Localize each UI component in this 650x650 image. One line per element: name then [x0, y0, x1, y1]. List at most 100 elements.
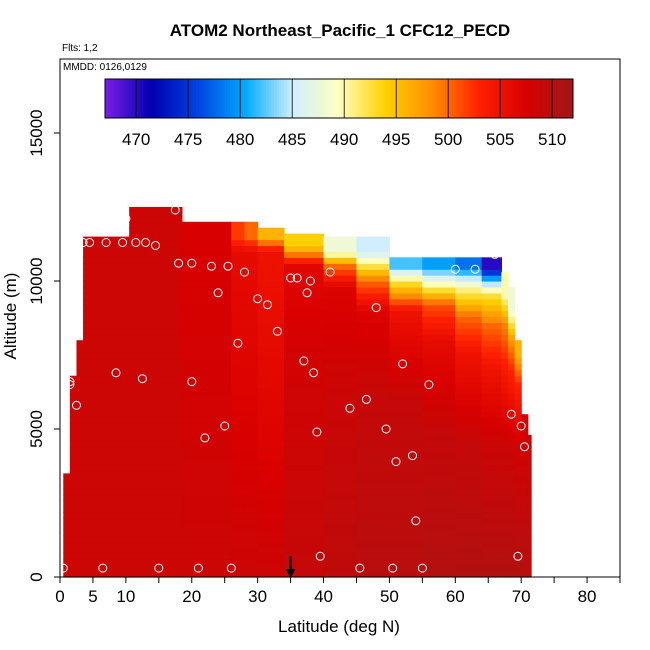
heatmap-cell	[514, 529, 522, 537]
heatmap-cell	[83, 517, 130, 525]
heatmap-cell	[356, 340, 391, 347]
heatmap-cell	[181, 263, 232, 270]
heatmap-cell	[422, 411, 456, 418]
heatmap-cell	[455, 411, 483, 418]
heatmap-cell	[356, 571, 391, 578]
heatmap-cell	[514, 458, 522, 466]
heatmap-cell	[231, 452, 246, 460]
heatmap-cell	[231, 464, 246, 472]
heatmap-cell	[501, 316, 509, 324]
colorbar-segment	[398, 79, 402, 118]
heatmap-cell	[501, 571, 509, 578]
heatmap-cell	[181, 310, 232, 318]
heatmap-cell	[501, 298, 509, 306]
colorbar-segment	[232, 79, 236, 118]
heatmap-cell	[481, 500, 503, 507]
heatmap-cell	[356, 375, 391, 383]
heatmap-cell	[284, 340, 325, 347]
heatmap-cell	[422, 322, 456, 329]
heatmap-cell	[83, 352, 130, 359]
heatmap-cell	[323, 559, 358, 566]
y-axis-label: Altitude (m)	[1, 273, 20, 360]
heatmap-cell	[83, 505, 130, 513]
heatmap-cell	[244, 298, 259, 306]
heatmap-cell	[244, 417, 259, 424]
heatmap-cell	[323, 298, 358, 306]
heatmap-cell	[356, 316, 391, 324]
heatmap-cell	[244, 511, 259, 519]
heatmap-cell	[481, 387, 503, 395]
heatmap-cell	[508, 393, 516, 400]
heatmap-cell	[521, 500, 529, 507]
heatmap-cell	[129, 571, 183, 578]
sample-point	[101, 238, 111, 247]
heatmap-cell	[455, 458, 483, 466]
heatmap-cell	[69, 476, 78, 483]
heatmap-cell	[521, 482, 529, 489]
heatmap-cell	[129, 565, 183, 572]
heatmap-cell	[521, 414, 529, 418]
sample-point	[85, 238, 95, 247]
heatmap-cell	[83, 304, 130, 312]
heatmap-cell	[244, 316, 259, 324]
heatmap-cell	[257, 535, 285, 543]
heatmap-cell	[323, 257, 358, 264]
heatmap-cell	[514, 434, 522, 442]
heatmap-cell	[83, 387, 130, 395]
heatmap-cell	[83, 275, 130, 282]
heatmap-cell	[231, 221, 246, 229]
heatmap-cell	[181, 357, 232, 365]
sample-point	[223, 261, 233, 271]
heatmap-cell	[129, 529, 183, 537]
heatmap-cell	[422, 571, 456, 578]
heatmap-cell	[323, 488, 358, 495]
heatmap-cell	[508, 458, 516, 466]
heatmap-cell	[129, 316, 183, 324]
heatmap-cell	[257, 286, 285, 294]
heatmap-cell	[129, 429, 183, 436]
colorbar-segment	[125, 79, 129, 118]
heatmap-cell	[508, 304, 516, 312]
flights-note: Flts: 1,2	[62, 43, 98, 54]
heatmap-cell	[129, 464, 183, 472]
heatmap-cell	[284, 316, 325, 324]
heatmap-cell	[83, 488, 130, 495]
heatmap-cell	[508, 298, 516, 306]
colorbar-segment	[331, 79, 335, 118]
heatmap-cell	[422, 357, 456, 365]
heatmap-cell	[501, 411, 509, 418]
heatmap-cell	[422, 423, 456, 430]
heatmap-cell	[508, 500, 516, 507]
sample-point	[286, 273, 296, 283]
heatmap-cell	[129, 547, 183, 554]
colorbar-segment	[253, 79, 257, 118]
colorbar-segment	[222, 79, 226, 118]
heatmap-cell	[129, 553, 183, 560]
heatmap-cell	[284, 571, 325, 578]
heatmap-cell	[231, 434, 246, 442]
sample-point	[207, 261, 216, 271]
heatmap-cell	[521, 458, 529, 466]
heatmap-cell	[129, 494, 183, 501]
heatmap-cell	[231, 440, 246, 448]
heatmap-cell	[521, 505, 529, 513]
heatmap-cell	[129, 286, 183, 294]
heatmap-cell	[129, 541, 183, 548]
heatmap-cell	[323, 236, 358, 241]
heatmap-cell	[508, 375, 516, 383]
heatmap-cell	[83, 245, 130, 252]
heatmap-cell	[257, 393, 285, 400]
heatmap-cell	[76, 434, 84, 442]
heatmap-cell	[356, 541, 391, 548]
heatmap-cell	[244, 464, 259, 472]
colorbar-segment	[300, 79, 304, 118]
sample-point	[263, 300, 272, 310]
heatmap-cell	[508, 571, 516, 578]
heatmap-cell	[501, 488, 509, 495]
heatmap-cell	[422, 393, 456, 400]
heatmap-cell	[389, 387, 423, 395]
heatmap-cell	[181, 541, 232, 548]
heatmap-cell	[231, 292, 246, 300]
heatmap-cell	[63, 553, 71, 560]
sample-point	[131, 238, 141, 247]
